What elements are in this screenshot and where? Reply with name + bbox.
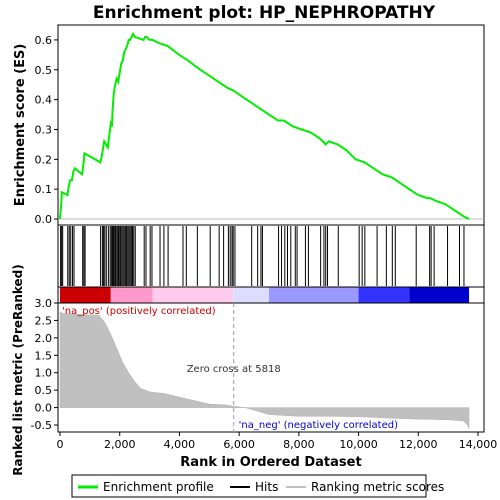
metric-ytick-label: 1.0 <box>35 367 53 380</box>
heatmap-segment <box>152 287 234 303</box>
metric-ytick-label: 2.0 <box>35 332 53 345</box>
enrichment-profile-line <box>59 31 470 220</box>
chart-title: Enrichment plot: HP_NEPHROPATHY <box>93 3 436 23</box>
metric-ytick-label: 0.5 <box>35 384 53 397</box>
metric-ytick-label: 2.5 <box>35 314 53 327</box>
heatmap-segment <box>269 287 359 303</box>
es-ytick-label: 0.3 <box>35 123 53 136</box>
metric-ylabel: Ranked list metric (PreRanked) <box>11 264 25 476</box>
metric-xlabel: Rank in Ordered Dataset <box>180 455 361 470</box>
metric-ytick-label: 3.0 <box>35 297 53 310</box>
legend-label-hits: Hits <box>255 480 278 494</box>
metric-area-group <box>59 311 470 429</box>
es-ytick-label: 0.1 <box>35 183 53 196</box>
metric-xtick-label: 0 <box>57 438 64 451</box>
zero-cross-label: Zero cross at 5818 <box>187 364 281 375</box>
metric-x-axis: 0 2,000 4,000 6,000 8,000 10,000 12,000 14,000 <box>57 432 498 451</box>
rank-heatmap-bar <box>57 286 485 304</box>
heatmap-segment <box>110 287 153 303</box>
metric-xtick-label: 6,000 <box>223 438 255 451</box>
metric-ytick-label: 1.5 <box>35 349 53 362</box>
metric-xtick-label: 2,000 <box>104 438 136 451</box>
heatmap-segment <box>358 287 410 303</box>
heatmap-segment <box>409 287 470 303</box>
es-ylabel: Enrichment score (ES) <box>13 44 28 207</box>
negative-correlation-label: 'na_neg' (negatively correlated) <box>239 420 398 431</box>
legend-label-metric: Ranking metric scores <box>311 480 444 494</box>
ranking-metric-area <box>59 311 470 429</box>
metric-xtick-label: 8,000 <box>283 438 315 451</box>
heatmap-segment <box>60 287 111 303</box>
metric-xtick-label: 14,000 <box>459 438 498 451</box>
es-ytick-label: 0.4 <box>35 94 53 107</box>
es-ytick-label: 0.6 <box>35 34 53 47</box>
metric-ytick-label: 0.0 <box>35 402 53 415</box>
legend: Enrichment profile Hits Ranking metric s… <box>71 474 444 498</box>
es-y-axis: 0.0 0.1 0.2 0.3 0.4 0.5 0.6 <box>35 34 484 226</box>
metric-xtick-label: 10,000 <box>339 438 378 451</box>
metric-ytick-label: -0.5 <box>31 419 52 432</box>
metric-xtick-label: 4,000 <box>164 438 196 451</box>
es-ytick-label: 0.0 <box>35 213 53 226</box>
metric-xtick-label: 12,000 <box>399 438 438 451</box>
legend-label-enrichment: Enrichment profile <box>103 480 214 494</box>
positive-correlation-label: 'na_pos' (positively correlated) <box>62 306 216 317</box>
es-ytick-label: 0.5 <box>35 64 53 77</box>
hits-group <box>60 226 465 286</box>
metric-y-axis: -0.5 0.0 0.5 1.0 1.5 2.0 2.5 3.0 <box>31 297 58 432</box>
heatmap-segment <box>233 287 269 303</box>
es-ytick-label: 0.2 <box>35 153 53 166</box>
